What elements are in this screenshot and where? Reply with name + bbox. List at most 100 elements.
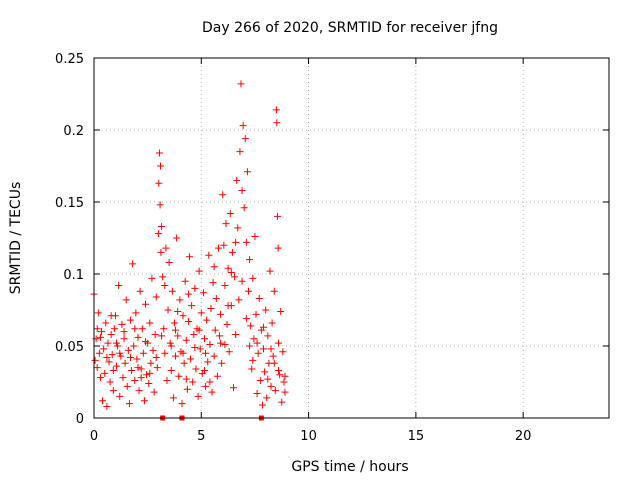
data-point	[165, 258, 173, 266]
data-point	[103, 402, 111, 410]
data-point	[224, 302, 232, 310]
data-point	[96, 333, 104, 341]
data-point	[261, 368, 269, 376]
data-point	[164, 306, 172, 314]
data-point	[181, 277, 189, 285]
data-point	[125, 400, 133, 408]
data-point	[167, 366, 175, 374]
data-point	[246, 342, 254, 350]
y-tick-label: 0.05	[55, 340, 84, 355]
y-tick-label: 0.2	[63, 124, 84, 139]
data-point	[152, 293, 160, 301]
data-point	[130, 342, 138, 350]
data-point	[152, 354, 160, 362]
data-point	[135, 387, 143, 395]
data-point	[272, 106, 280, 114]
data-point	[227, 269, 235, 277]
data-point	[156, 201, 164, 209]
data-point	[245, 287, 252, 295]
data-point	[123, 382, 131, 390]
data-point	[253, 339, 261, 347]
data-point	[131, 325, 139, 333]
data-point	[247, 322, 255, 330]
data-point	[237, 80, 245, 88]
data-point	[163, 377, 171, 385]
data-point	[182, 336, 190, 344]
data-point	[275, 339, 283, 347]
data-point	[160, 325, 168, 333]
data-points	[90, 80, 289, 410]
data-point	[223, 320, 231, 328]
data-point	[208, 388, 216, 396]
data-point	[202, 349, 210, 357]
data-point	[158, 332, 166, 340]
data-point	[98, 328, 106, 336]
y-tick-label: 0	[76, 412, 84, 427]
data-point	[195, 326, 203, 334]
data-point	[260, 345, 268, 353]
data-point	[174, 332, 182, 340]
data-point	[155, 149, 163, 157]
data-point	[179, 349, 187, 357]
data-point	[100, 345, 108, 353]
data-point	[217, 339, 225, 347]
data-point	[232, 330, 240, 338]
data-point	[225, 348, 233, 356]
data-point	[277, 307, 285, 315]
data-point	[104, 339, 112, 347]
data-point	[151, 330, 159, 338]
data-point	[238, 186, 246, 194]
data-point	[184, 318, 192, 326]
x-tick-label: 15	[408, 429, 425, 444]
data-point	[197, 309, 205, 317]
data-point	[270, 287, 278, 295]
data-point	[148, 274, 156, 282]
data-point	[262, 306, 270, 314]
data-point	[103, 354, 111, 362]
data-point	[179, 312, 187, 320]
data-point	[206, 378, 214, 386]
grid	[94, 58, 609, 418]
data-point	[119, 374, 127, 382]
data-point	[210, 263, 218, 271]
data-point	[173, 234, 181, 242]
data-point	[191, 343, 199, 351]
data-point	[122, 296, 130, 304]
data-point	[120, 328, 128, 336]
data-point	[143, 371, 151, 379]
data-point	[110, 325, 118, 333]
data-point	[114, 342, 122, 350]
data-point	[108, 351, 116, 359]
data-point	[269, 352, 277, 360]
data-point	[157, 162, 165, 170]
data-point	[137, 374, 145, 382]
data-point	[213, 372, 221, 380]
data-point	[201, 335, 209, 343]
data-point	[105, 358, 113, 366]
data-point	[242, 238, 250, 246]
data-point	[192, 365, 200, 373]
data-point	[190, 330, 198, 338]
data-point	[275, 366, 283, 374]
x-tick-label: 0	[90, 429, 98, 444]
data-point	[221, 282, 229, 290]
data-point	[239, 122, 247, 130]
data-point	[93, 364, 101, 372]
data-point	[149, 346, 157, 354]
data-point	[172, 326, 180, 334]
data-point	[280, 378, 288, 386]
data-point	[138, 325, 146, 333]
data-point	[267, 382, 275, 390]
data-point	[106, 378, 114, 386]
data-point	[267, 345, 275, 353]
data-point	[113, 362, 121, 370]
data-point	[185, 253, 193, 261]
data-point	[270, 359, 278, 367]
data-point	[146, 319, 154, 327]
data-point	[167, 342, 175, 350]
data-point	[234, 224, 242, 232]
data-point	[107, 330, 115, 338]
data-point	[142, 300, 149, 308]
data-point	[228, 248, 236, 256]
data-point	[128, 366, 136, 374]
